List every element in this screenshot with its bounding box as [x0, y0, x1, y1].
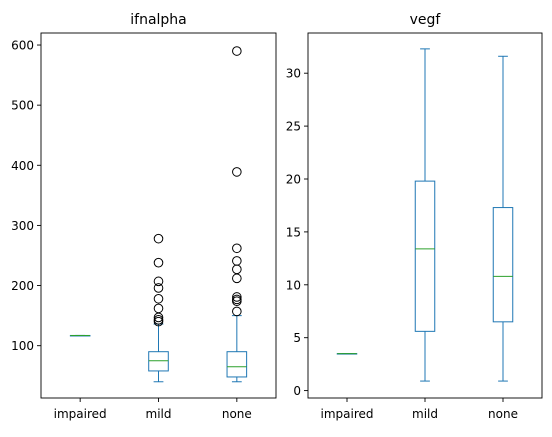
y-tick-label: 10 — [286, 278, 301, 292]
iqr-box — [414, 180, 436, 332]
iqr-box — [226, 351, 248, 378]
outlier-point — [232, 292, 242, 302]
outlier-point — [153, 233, 164, 244]
outlier-point — [153, 293, 164, 304]
box-mild — [414, 48, 436, 382]
y-tick-label: 25 — [286, 120, 301, 134]
chart-title: ifnalpha — [130, 12, 187, 28]
y-tick-label: 30 — [286, 67, 301, 81]
iqr-box — [148, 351, 169, 372]
subplot-1: ifnalpha 100 200 300 400 500 600 impaired mild no… — [11, 12, 277, 421]
x-tick-label: impaired — [54, 407, 107, 421]
outlier-point — [232, 294, 242, 305]
y-tick-label: 15 — [286, 225, 301, 239]
outlier-point — [232, 46, 242, 56]
x-tick-label: impaired — [321, 407, 374, 421]
y-tick-label: 200 — [11, 279, 34, 293]
outlier-point — [153, 283, 164, 293]
y-tick-label: 0 — [293, 384, 301, 398]
outlier-point — [153, 303, 164, 314]
x-tick-label: none — [222, 407, 252, 421]
y-tick-label: 600 — [11, 39, 34, 53]
outlier-point — [232, 167, 242, 177]
y-tick-label: 300 — [11, 219, 34, 233]
x-tick-label: none — [488, 407, 518, 421]
outlier-point — [153, 315, 164, 325]
box-none — [492, 55, 514, 382]
outlier-point — [153, 276, 164, 287]
y-tick-label: 400 — [11, 159, 34, 173]
x-tick-label: mild — [146, 407, 172, 421]
box-mild — [148, 233, 169, 383]
outlier-point — [232, 256, 242, 266]
outlier-point — [153, 257, 164, 268]
subplot-2: vegf 0 5 10 15 20 25 30 impaired mild none — [286, 12, 543, 421]
y-tick-label: 100 — [11, 339, 34, 353]
outlier-point — [232, 273, 242, 284]
box-none — [226, 46, 248, 383]
box-impaired — [336, 353, 358, 355]
y-tick-label: 500 — [11, 99, 34, 113]
y-tick-label: 5 — [293, 331, 301, 345]
outlier-point — [232, 306, 242, 317]
box-impaired — [69, 334, 91, 337]
outlier-point — [232, 264, 242, 275]
outlier-point — [232, 243, 242, 254]
y-tick-label: 20 — [286, 173, 301, 187]
chart-title: vegf — [410, 12, 442, 28]
x-tick-label: mild — [412, 407, 438, 421]
iqr-box — [492, 207, 514, 323]
